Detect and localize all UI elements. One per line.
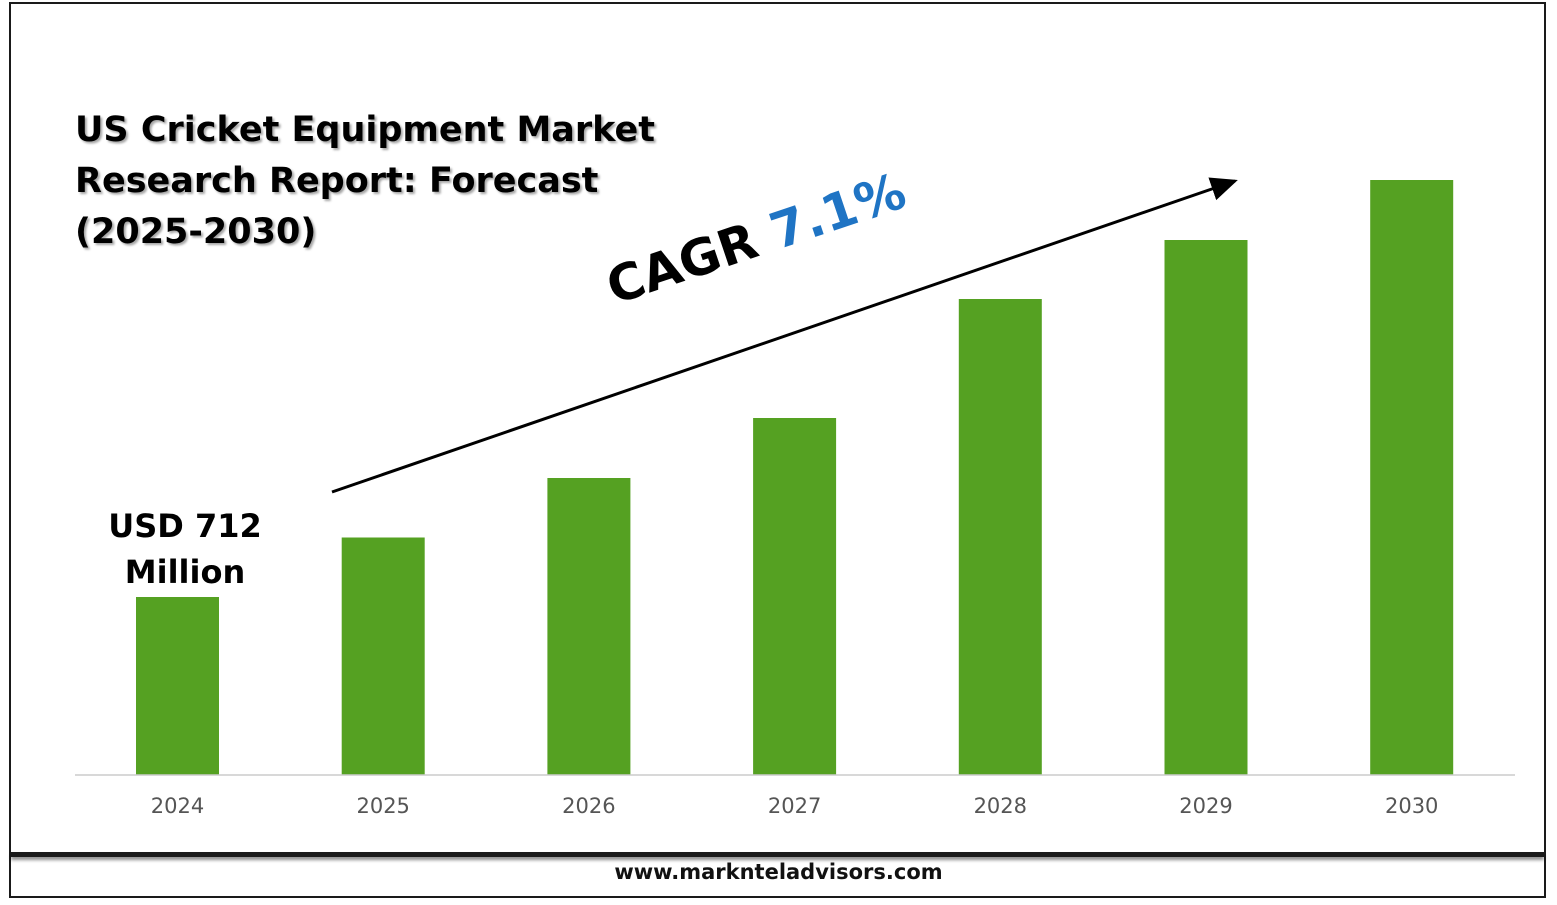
bar-2024	[136, 597, 219, 775]
x-tick-label-2027: 2027	[768, 794, 821, 818]
footer-website: www.marknteladvisors.com	[614, 860, 943, 884]
x-tick-label-2030: 2030	[1385, 794, 1438, 818]
bar-2027	[753, 418, 837, 775]
bar-2029	[1164, 240, 1248, 775]
chart-title: US Cricket Equipment Market Research Rep…	[75, 110, 655, 252]
footer-divider	[11, 852, 1544, 857]
x-tick-label-2029: 2029	[1179, 794, 1232, 818]
x-tick-label-2024: 2024	[151, 794, 204, 818]
first-bar-value-label: USD 712 Million	[108, 507, 262, 591]
cagr-trend-arrow	[331, 177, 1238, 494]
bar-2028	[958, 299, 1042, 775]
x-tick-label-2028: 2028	[974, 794, 1027, 818]
x-tick-label-2026: 2026	[562, 794, 615, 818]
bar-2026	[547, 478, 631, 775]
bar-2025	[341, 537, 425, 775]
x-tick-label-2025: 2025	[356, 794, 409, 818]
bar-2030	[1370, 180, 1454, 775]
